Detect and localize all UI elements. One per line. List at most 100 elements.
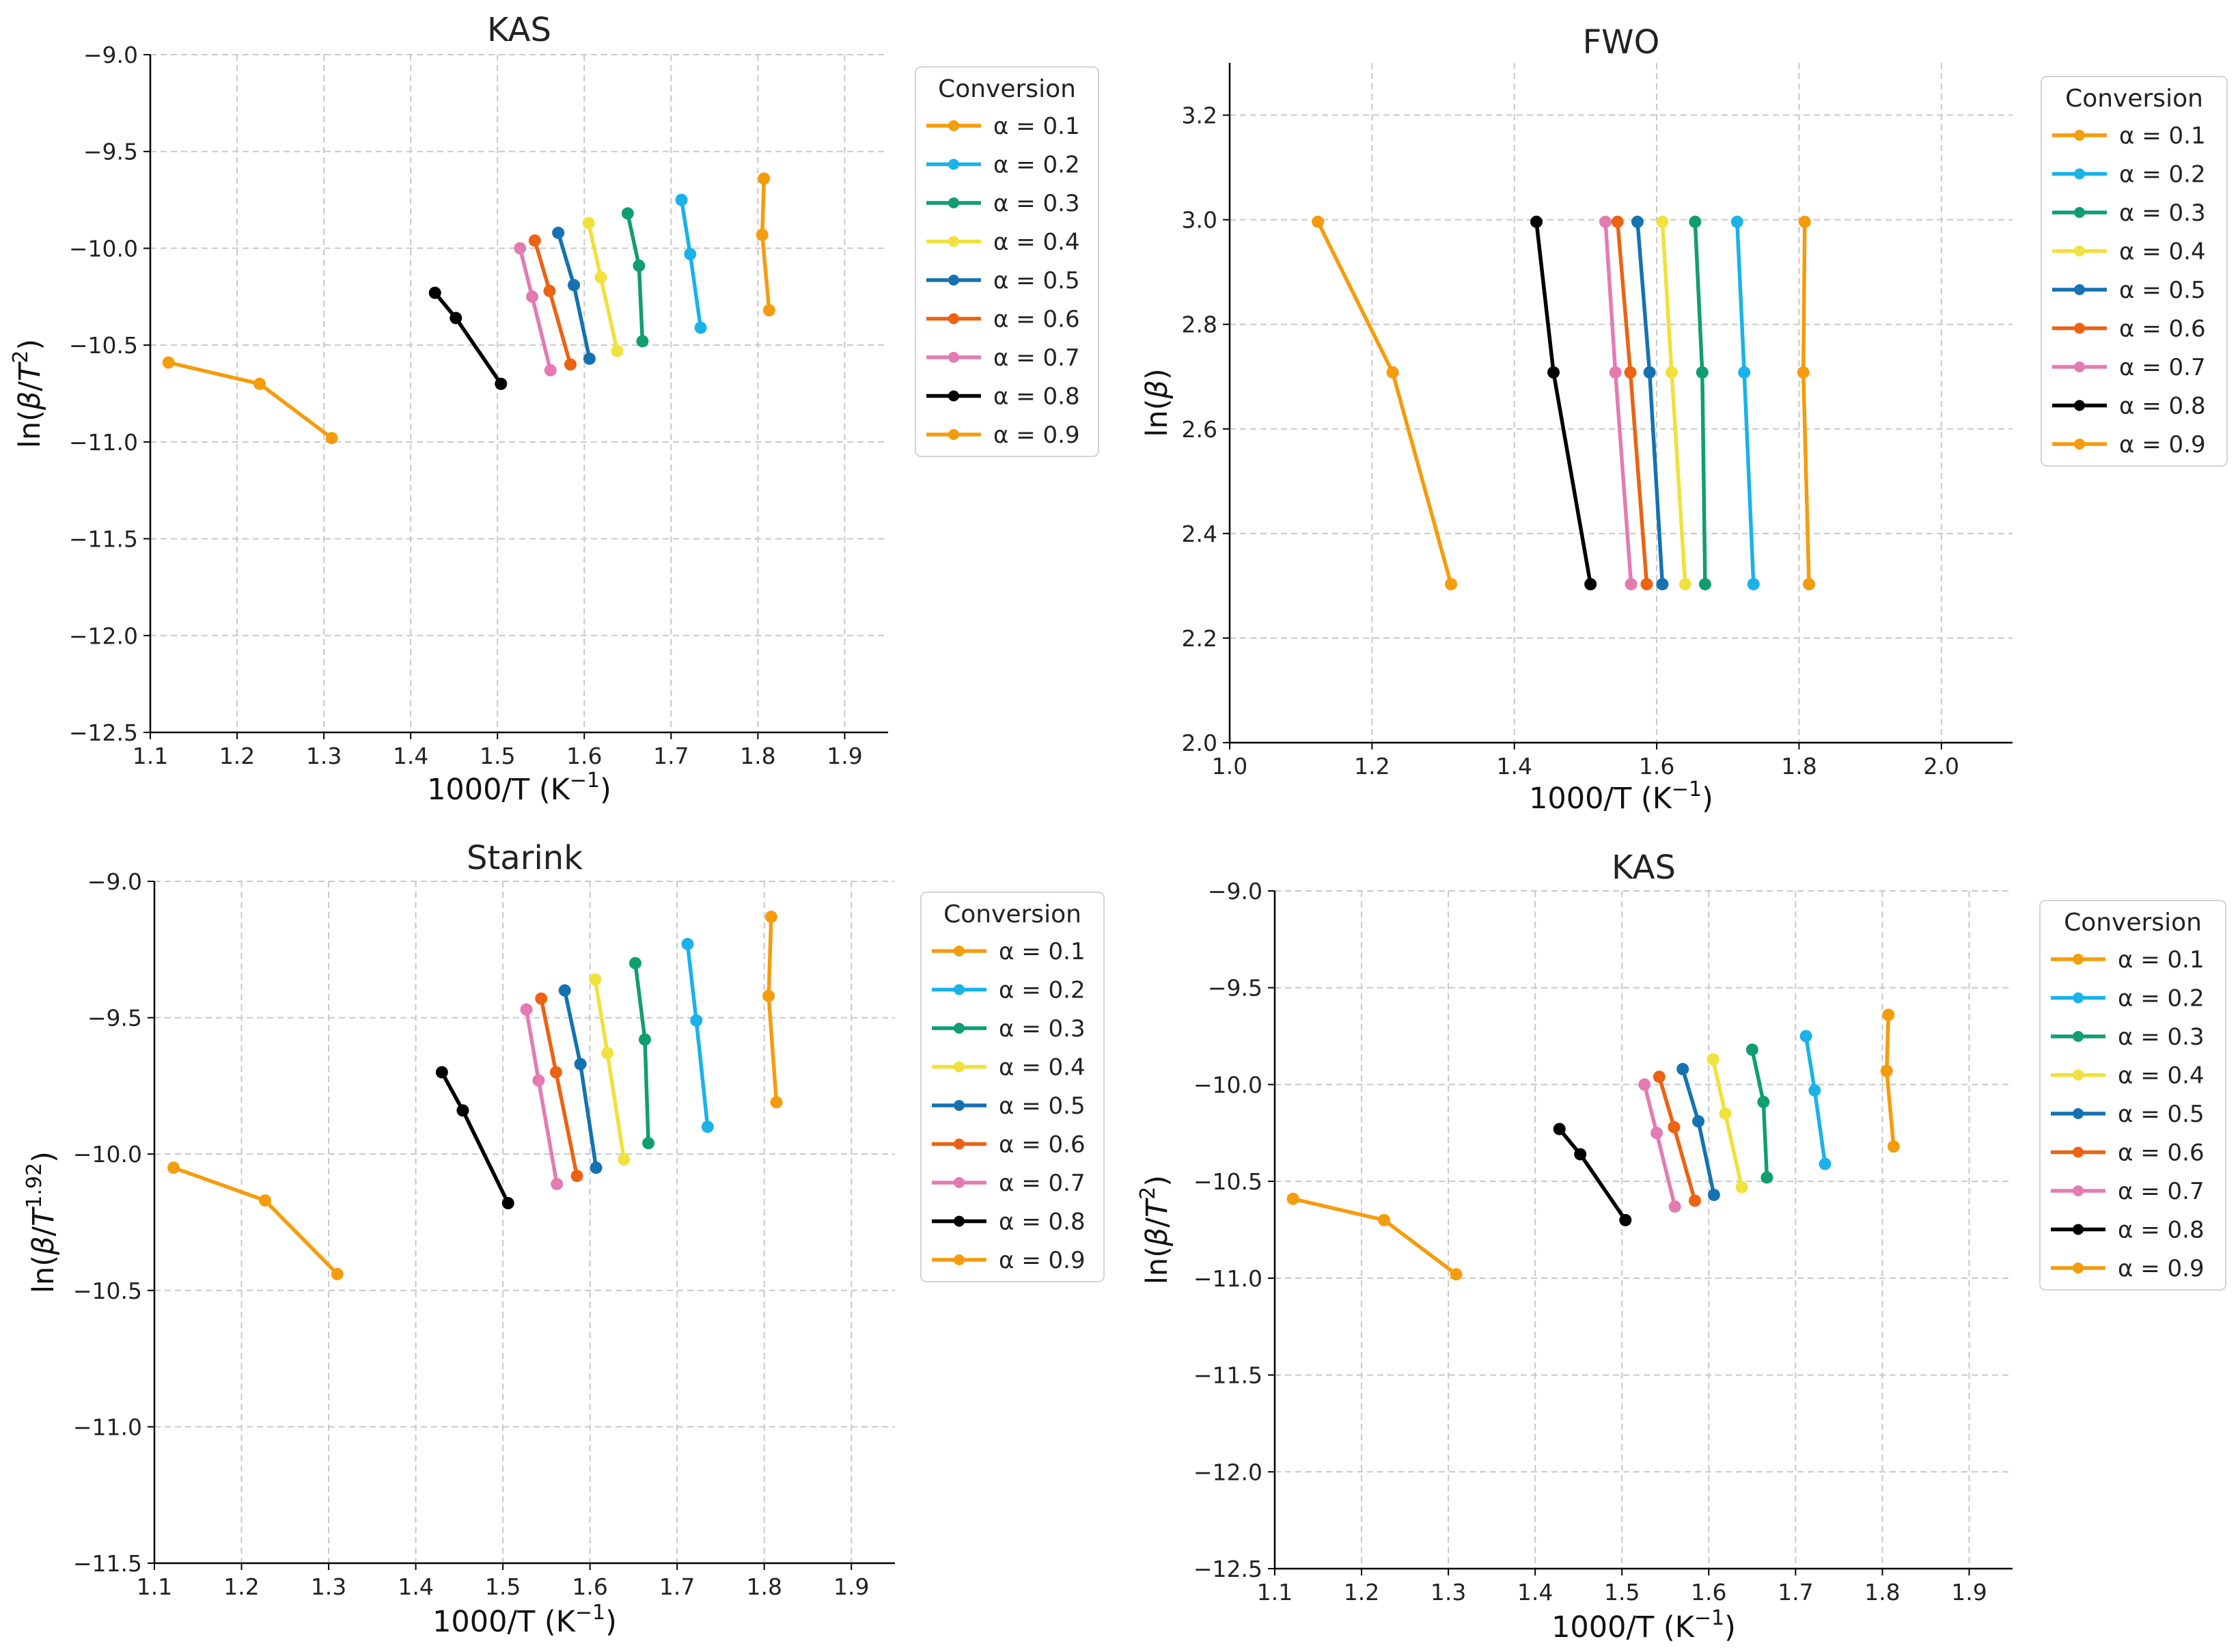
series-point-3 xyxy=(633,259,646,272)
series-point-9 xyxy=(253,377,266,390)
x-tick-label: 1.6 xyxy=(572,1573,607,1600)
x-tick-label: 1.2 xyxy=(223,1573,259,1600)
y-axis-label: ln(β) xyxy=(1140,368,1174,437)
legend-swatch-point-2 xyxy=(954,984,965,995)
y-axis-label: ln(β/T2) xyxy=(1136,1175,1174,1284)
series-point-4 xyxy=(1678,578,1691,591)
legend-swatch-point-8 xyxy=(2073,1224,2084,1235)
series-point-6 xyxy=(1668,1120,1681,1133)
series-point-4 xyxy=(1656,215,1669,228)
y-tick-label: −10.5 xyxy=(69,332,138,359)
x-axis-label-end: ) xyxy=(605,1605,617,1639)
legend-swatch-point-5 xyxy=(2073,1108,2084,1119)
legend-swatch-point-8 xyxy=(948,390,959,402)
series-point-1 xyxy=(1803,578,1816,591)
series-point-9 xyxy=(162,356,175,369)
legend-swatch-point-7 xyxy=(948,352,959,363)
legend-swatch-point-4 xyxy=(2073,1069,2084,1081)
series-point-6 xyxy=(543,284,556,297)
series-point-9 xyxy=(1386,366,1399,379)
legend: Conversion α = 0.1 α = 0.2 α = 0.3 α = 0.4 α … xyxy=(2041,76,2228,467)
legend-swatch-point-3 xyxy=(954,1023,965,1034)
x-axis-label-end: ) xyxy=(600,773,611,807)
series-point-7 xyxy=(551,1178,564,1191)
series-point-5 xyxy=(1643,366,1656,379)
series-point-3 xyxy=(621,207,634,220)
x-tick-label: 1.2 xyxy=(219,743,255,769)
y-axis-label-beta: β xyxy=(13,391,47,411)
x-axis-label-sup: −1 xyxy=(1694,1606,1724,1630)
y-tick-label: 2.2 xyxy=(1182,625,1217,652)
y-axis-label-T: T xyxy=(13,361,47,381)
y-axis-label-sup: 1.92 xyxy=(23,1163,46,1209)
y-tick-label: −11.0 xyxy=(1193,1265,1262,1292)
series-point-4 xyxy=(611,344,624,357)
series-point-7 xyxy=(532,1074,545,1087)
series-point-7 xyxy=(1638,1078,1651,1091)
legend-swatch-point-2 xyxy=(948,159,959,170)
legend-swatch-point-1 xyxy=(2074,130,2085,141)
x-tick-label: 1.5 xyxy=(480,743,515,769)
x-tick-label: 1.3 xyxy=(1431,1579,1466,1606)
legend-swatch-point-5 xyxy=(954,1100,965,1111)
x-tick-label: 1.7 xyxy=(659,1573,695,1600)
series-point-9 xyxy=(1286,1192,1299,1205)
series-point-7 xyxy=(1668,1200,1681,1213)
x-tick-label: 1.4 xyxy=(398,1573,433,1600)
series-point-2 xyxy=(1819,1157,1832,1170)
series-point-5 xyxy=(1692,1115,1705,1128)
legend-swatch-point-3 xyxy=(948,197,959,208)
series-point-2 xyxy=(1799,1030,1812,1043)
series-point-3 xyxy=(638,1033,651,1046)
series-point-9 xyxy=(1312,215,1325,228)
y-axis-label: ln(β/T2) xyxy=(9,339,47,448)
legend-entry-4: α = 0.4 xyxy=(2119,238,2206,266)
legend-entry-3: α = 0.3 xyxy=(2119,199,2206,227)
series-point-2 xyxy=(684,247,697,260)
legend-entry-7: α = 0.7 xyxy=(2118,1178,2205,1205)
x-axis-label-sup: −1 xyxy=(570,769,600,793)
x-axis-label: 1000/T (K−1) xyxy=(432,1601,617,1639)
legend-entry-3: α = 0.3 xyxy=(2118,1023,2205,1051)
legend-entry-1: α = 0.1 xyxy=(993,113,1080,140)
series-point-1 xyxy=(1882,1008,1895,1021)
series-point-5 xyxy=(1676,1062,1689,1075)
chart-title: KAS xyxy=(1612,849,1676,887)
legend-entry-2: α = 0.2 xyxy=(2118,985,2205,1013)
y-tick-label: −11.5 xyxy=(69,526,138,553)
x-axis-label-sup: −1 xyxy=(1672,777,1702,801)
x-tick-label: 1.9 xyxy=(1951,1579,1987,1606)
legend-swatch-point-6 xyxy=(948,313,959,325)
x-tick-label: 1.0 xyxy=(1212,753,1247,780)
chart-panel-1: 1.1 1.2 1.3 1.4 1.5 1.6 1.7 1.8 1.9 −12.5 −12.0 −11… xyxy=(9,11,1099,807)
x-tick-label: 1.4 xyxy=(1496,753,1532,780)
legend-swatch-point-5 xyxy=(2074,284,2085,295)
legend-swatch-point-3 xyxy=(2074,207,2085,218)
x-tick-label: 1.7 xyxy=(653,743,689,769)
legend-entry-8: α = 0.8 xyxy=(999,1209,1086,1236)
legend-entry-3: α = 0.3 xyxy=(993,190,1080,217)
y-tick-label: −11.5 xyxy=(1193,1362,1262,1389)
x-tick-label: 2.0 xyxy=(1924,753,1959,780)
x-tick-label: 1.9 xyxy=(833,1573,869,1600)
series-point-1 xyxy=(758,172,771,185)
legend-entry-9: α = 0.9 xyxy=(999,1247,1086,1274)
legend-swatch-point-7 xyxy=(954,1177,965,1188)
series-point-1 xyxy=(1887,1140,1900,1153)
y-tick-label: −9.5 xyxy=(83,139,138,165)
legend-swatch-point-7 xyxy=(2074,361,2085,372)
series-point-8 xyxy=(435,1066,448,1079)
legend-entry-2: α = 0.2 xyxy=(999,977,1086,1004)
legend-title: Conversion xyxy=(2065,85,2203,113)
legend-entry-5: α = 0.5 xyxy=(993,267,1080,294)
series-point-3 xyxy=(1698,578,1711,591)
series-point-5 xyxy=(1631,215,1644,228)
y-tick-label: −11.0 xyxy=(73,1414,142,1440)
legend-swatch-point-8 xyxy=(954,1215,965,1227)
y-tick-label: −9.5 xyxy=(1208,975,1262,1002)
x-tick-label: 1.1 xyxy=(133,743,168,769)
x-axis-label: 1000/T (K−1) xyxy=(1529,777,1713,816)
series-point-4 xyxy=(618,1153,631,1166)
legend-entry-7: α = 0.7 xyxy=(993,344,1080,372)
y-tick-label: −9.0 xyxy=(87,868,142,895)
